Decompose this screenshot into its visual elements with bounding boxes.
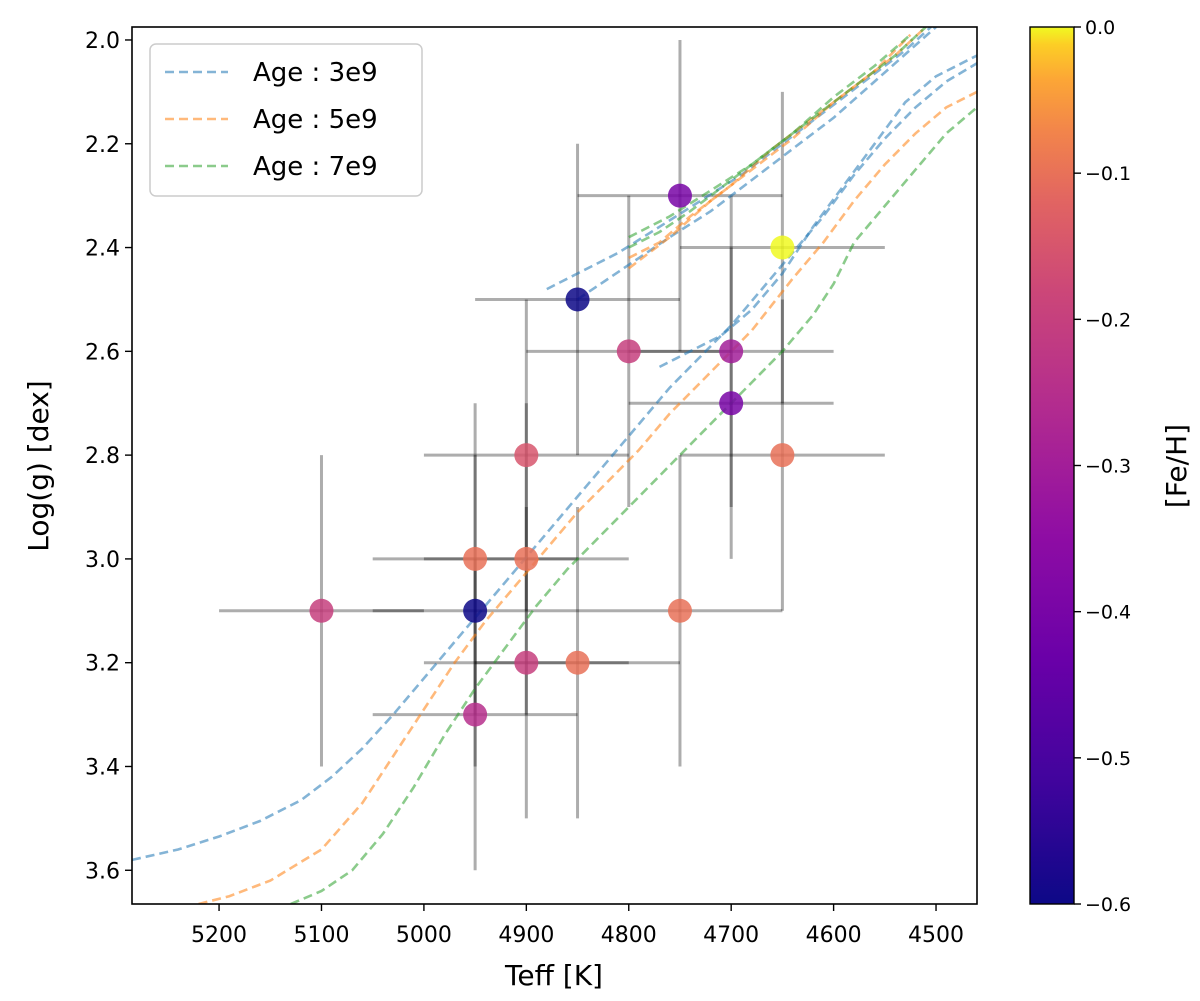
y-axis-ticks: 2.0 2.2 2.4 2.6 2.8 3.0 3.2 3.4 3.6 — [85, 29, 132, 884]
legend: Age : 3e9 Age : 5e9 Age : 7e9 — [149, 43, 423, 197]
data-point — [463, 546, 488, 571]
y-tick-label: 2.6 — [85, 340, 120, 365]
y-tick-label: 2.4 — [85, 237, 120, 262]
x-tick-label: 5200 — [191, 923, 247, 948]
y-tick-label: 2.8 — [85, 444, 120, 469]
y-tick-label: 3.4 — [85, 755, 120, 780]
legend-box — [149, 43, 423, 197]
colorbar-gradient — [1029, 26, 1075, 905]
x-axis-label: Teff [K] — [504, 959, 603, 992]
colorbar-tick-label: −0.2 — [1085, 309, 1131, 331]
colorbar-tick-label: −0.6 — [1085, 894, 1131, 916]
y-tick-label: 3.0 — [85, 548, 120, 573]
isochrone-curves — [132, 27, 977, 904]
colorbar-tick-label: 0.0 — [1085, 17, 1115, 39]
colorbar-ticks: 0.0 −0.1 −0.2 −0.3 −0.4 −0.5 −0.6 — [1074, 17, 1131, 916]
data-point — [565, 287, 590, 312]
x-tick-label: 4700 — [703, 923, 759, 948]
isochrone-line-1 — [658, 54, 977, 369]
isochrone-line-2 — [628, 33, 912, 270]
isochrone-line-3 — [628, 33, 912, 239]
x-axis-ticks: 5200 5100 5000 4900 4800 4700 4600 4500 — [191, 904, 964, 948]
data-point — [514, 443, 539, 468]
data-point — [565, 650, 590, 675]
data-point — [667, 598, 692, 623]
data-point — [616, 339, 641, 364]
colorbar-tick-label: −0.4 — [1085, 602, 1131, 624]
colorbar-tick-label: −0.3 — [1085, 456, 1131, 478]
x-tick-label: 5100 — [293, 923, 349, 948]
isochrone-line-3 — [290, 106, 977, 904]
data-point — [770, 235, 795, 260]
y-axis-label: Log(g) [dex] — [22, 380, 55, 551]
colorbar-label: [Fe/H] — [1160, 424, 1193, 508]
y-tick-label: 2.2 — [85, 133, 120, 158]
data-point — [770, 443, 795, 468]
x-tick-label: 4900 — [498, 923, 554, 948]
x-tick-label: 4500 — [908, 923, 964, 948]
data-point — [719, 339, 744, 364]
y-tick-label: 2.0 — [85, 29, 120, 54]
data-point — [514, 546, 539, 571]
legend-label-3: Age : 7e9 — [253, 152, 378, 182]
plot-frame — [131, 26, 978, 905]
isochrone-line-2 — [628, 27, 927, 260]
legend-label-1: Age : 3e9 — [253, 58, 378, 88]
x-tick-label: 4600 — [806, 923, 862, 948]
data-points — [309, 183, 795, 727]
data-point — [514, 650, 539, 675]
x-tick-label: 5000 — [396, 923, 452, 948]
data-point — [667, 183, 692, 208]
colorbar: 0.0 −0.1 −0.2 −0.3 −0.4 −0.5 −0.6 [Fe/H] — [1029, 17, 1193, 916]
colorbar-tick-label: −0.1 — [1085, 163, 1131, 185]
y-tick-label: 3.6 — [85, 859, 120, 884]
y-tick-label: 3.2 — [85, 652, 120, 677]
data-point — [719, 391, 744, 416]
legend-label-2: Age : 5e9 — [253, 105, 378, 135]
isochrone-line-2 — [198, 90, 977, 904]
plot-area — [131, 26, 978, 905]
x-tick-label: 4800 — [601, 923, 657, 948]
data-point — [463, 702, 488, 727]
isochrone-line-1 — [576, 27, 937, 301]
isochrone-line-1 — [132, 62, 977, 862]
colorbar-tick-label: −0.5 — [1085, 748, 1131, 770]
data-point — [463, 598, 488, 623]
data-point — [309, 598, 334, 623]
